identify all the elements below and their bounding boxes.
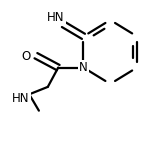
Text: HN: HN xyxy=(12,92,30,105)
Text: HN: HN xyxy=(47,11,65,24)
Text: N: N xyxy=(79,61,88,74)
Text: O: O xyxy=(22,50,31,63)
